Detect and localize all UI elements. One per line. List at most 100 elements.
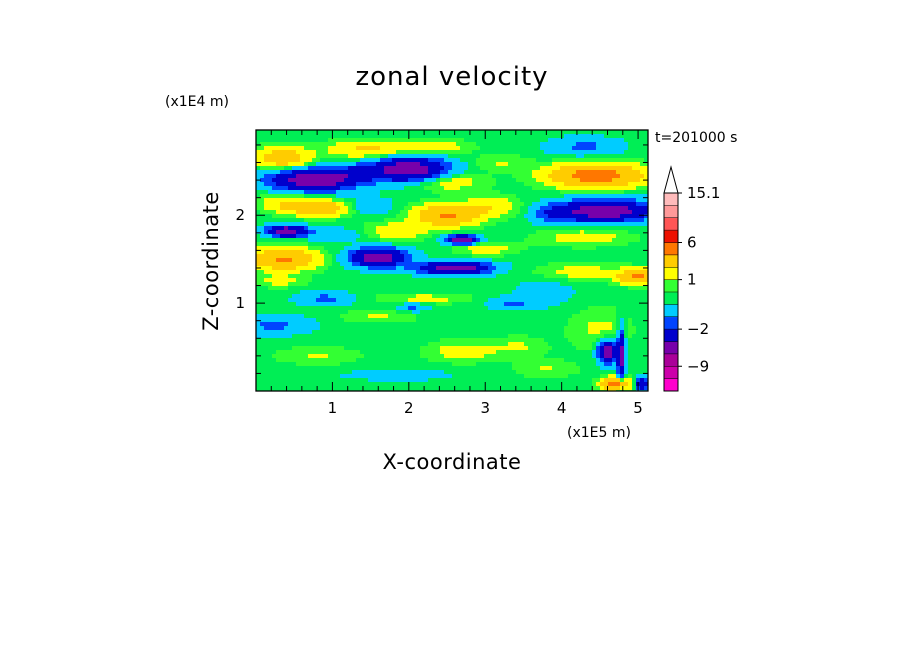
field-cell — [260, 210, 277, 215]
field-cell — [256, 278, 265, 283]
field-cell — [404, 302, 421, 307]
field-cell — [308, 242, 353, 247]
field-cell — [568, 338, 597, 343]
field-cell — [632, 210, 648, 215]
field-cell — [424, 178, 437, 183]
field-cell — [408, 202, 425, 207]
field-cell — [592, 378, 601, 383]
field-cell — [300, 290, 349, 295]
field-cell — [264, 250, 305, 255]
field-cell — [432, 190, 501, 195]
field-cell — [360, 270, 417, 275]
field-cell — [356, 202, 393, 207]
field-cell — [516, 178, 537, 183]
field-cell — [504, 254, 648, 259]
field-cell — [256, 322, 261, 327]
field-cell — [600, 378, 605, 383]
field-cell — [580, 230, 585, 235]
field-cell — [480, 270, 493, 275]
field-cell — [360, 158, 381, 163]
field-cell — [288, 186, 341, 191]
field-cell — [508, 334, 529, 339]
field-cell — [572, 314, 617, 319]
field-cell — [344, 198, 357, 203]
field-cell — [376, 182, 421, 187]
field-cell — [336, 298, 357, 303]
field-cell — [628, 370, 648, 375]
field-cell — [580, 178, 613, 183]
field-cell — [636, 186, 648, 191]
field-cell — [424, 250, 453, 255]
field-cell — [256, 166, 261, 171]
field-cell — [328, 138, 465, 143]
field-cell — [348, 174, 433, 179]
field-cell — [360, 234, 369, 239]
field-cell — [596, 246, 648, 251]
field-cell — [468, 246, 509, 251]
field-cell — [356, 186, 405, 191]
field-cell — [596, 338, 601, 343]
field-cell — [392, 178, 409, 183]
field-cell — [264, 154, 301, 159]
field-cell — [560, 302, 648, 307]
plot-frame — [255, 129, 649, 392]
field-cell — [408, 306, 417, 311]
field-cell — [596, 142, 629, 147]
field-cell — [328, 266, 345, 271]
field-cell — [620, 326, 625, 331]
axis-ticks: 1 2 3 4 5 1 2 — [235, 130, 648, 417]
field-cell — [612, 342, 617, 347]
field-cell — [600, 338, 617, 343]
field-cell — [428, 158, 445, 163]
field-cell — [256, 258, 277, 263]
field-cell — [636, 202, 648, 207]
field-cell — [640, 386, 645, 391]
field-cell — [452, 162, 469, 167]
field-cell — [376, 230, 429, 235]
field-cell — [472, 150, 545, 155]
field-cell — [344, 346, 421, 351]
field-cell — [480, 154, 521, 159]
field-cell — [452, 174, 461, 179]
field-cell — [484, 234, 529, 239]
field-cell — [440, 174, 453, 179]
field-cell — [356, 230, 365, 235]
field-cell — [580, 366, 601, 371]
field-cell — [628, 330, 637, 335]
field-cell — [272, 178, 289, 183]
field-cell — [376, 162, 397, 167]
y-axis-label: Z-coordinate — [199, 191, 223, 331]
field-cell — [276, 230, 297, 235]
field-cell — [432, 306, 489, 311]
field-cell — [440, 234, 449, 239]
field-cell — [256, 338, 441, 343]
field-cell — [320, 158, 361, 163]
field-cell — [420, 218, 473, 223]
field-cell — [344, 226, 365, 231]
colorbar-segment — [664, 378, 678, 392]
field-cell — [256, 222, 265, 227]
field-cell — [256, 286, 269, 291]
field-cell — [624, 318, 629, 323]
field-cell — [264, 222, 309, 227]
field-cell — [644, 218, 648, 223]
field-cell — [512, 362, 577, 367]
field-cell — [628, 286, 648, 291]
field-cell — [336, 194, 381, 199]
field-cell — [588, 306, 617, 311]
field-cell — [516, 214, 525, 219]
field-cell — [448, 234, 457, 239]
field-cell — [308, 162, 317, 167]
field-cell — [256, 170, 281, 175]
field-cell — [596, 382, 601, 387]
field-cell — [312, 278, 569, 283]
field-cell — [636, 330, 648, 335]
field-cell — [256, 246, 309, 251]
field-cell — [548, 174, 573, 179]
field-cell — [520, 198, 541, 203]
field-cell — [404, 266, 421, 271]
field-cell — [416, 318, 569, 323]
field-cell — [488, 266, 497, 271]
field-cell — [292, 294, 321, 299]
field-cell — [364, 230, 377, 235]
